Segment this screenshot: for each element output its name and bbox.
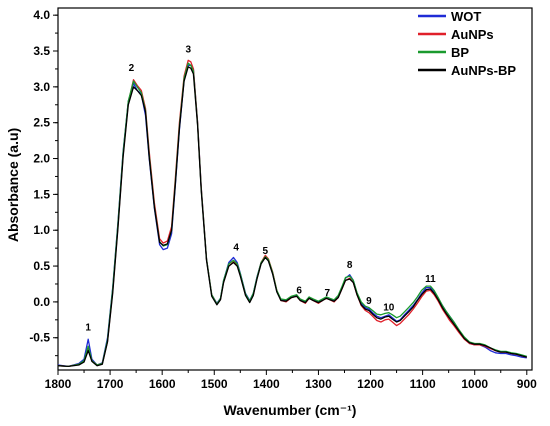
peak-label-8: 8 [347, 260, 353, 271]
y-tick-label: 3.0 [33, 80, 50, 94]
x-tick-label: 1400 [253, 377, 280, 391]
x-tick-label: 1500 [201, 377, 228, 391]
x-tick-label: 1300 [305, 377, 332, 391]
legend-label: WOT [451, 9, 481, 24]
x-tick-label: 1700 [97, 377, 124, 391]
y-tick-label: 4.0 [33, 8, 50, 22]
peak-label-11: 11 [425, 274, 436, 285]
x-tick-label: 1200 [357, 377, 384, 391]
legend-label: AuNPs-BP [451, 63, 516, 78]
peak-label-1: 1 [85, 323, 91, 334]
peak-label-4: 4 [233, 242, 239, 253]
x-tick-label: 1800 [45, 377, 72, 391]
peak-label-9: 9 [366, 296, 372, 307]
x-tick-label: 1600 [149, 377, 176, 391]
y-tick-label: 3.5 [33, 44, 50, 58]
legend-label: BP [451, 45, 469, 60]
peak-label-3: 3 [185, 44, 191, 55]
y-tick-label: 1.0 [33, 223, 50, 237]
y-tick-label: 1.5 [33, 187, 50, 201]
x-tick-label: 1000 [461, 377, 488, 391]
plot-area [57, 7, 533, 371]
series-line-aunps-bp [57, 66, 527, 368]
x-tick-label: 1100 [410, 377, 436, 391]
legend-label: AuNPs [451, 27, 494, 42]
y-tick-label: 2.5 [33, 116, 50, 130]
x-tick-label: 900 [517, 377, 537, 391]
peak-label-2: 2 [129, 63, 135, 74]
y-tick-label: 0.0 [33, 295, 50, 309]
y-tick-label: 0.5 [33, 259, 50, 273]
peak-label-6: 6 [296, 285, 302, 296]
y-tick-label: -0.5 [29, 331, 50, 345]
x-axis-label: Wavenumber (cm⁻¹) [224, 402, 357, 418]
peak-label-7: 7 [325, 288, 331, 299]
y-axis-label: Absorbance (a.u) [5, 128, 21, 242]
peak-label-10: 10 [383, 303, 395, 314]
y-tick-label: 2.0 [33, 152, 50, 166]
legend: WOT AuNPs BP AuNPs-BP [418, 9, 516, 78]
peak-label-5: 5 [263, 246, 269, 257]
